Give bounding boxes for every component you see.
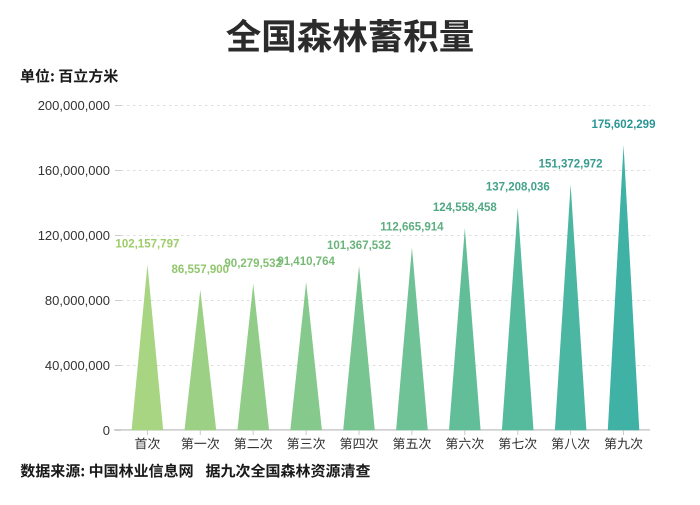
svg-text:0: 0 xyxy=(103,423,110,438)
svg-text:124,558,458: 124,558,458 xyxy=(433,202,498,214)
svg-text:40,000,000: 40,000,000 xyxy=(45,358,110,373)
svg-text:200,000,000: 200,000,000 xyxy=(38,98,110,113)
svg-text:175,602,299: 175,602,299 xyxy=(592,119,656,131)
svg-text:160,000,000: 160,000,000 xyxy=(38,163,110,178)
svg-text:102,157,797: 102,157,797 xyxy=(115,239,179,251)
svg-text:101,367,532: 101,367,532 xyxy=(327,240,391,252)
svg-text:120,000,000: 120,000,000 xyxy=(38,228,110,243)
svg-text:137,208,036: 137,208,036 xyxy=(486,182,550,194)
svg-text:80,000,000: 80,000,000 xyxy=(45,293,110,308)
svg-text:90,279,532: 90,279,532 xyxy=(224,258,282,270)
svg-text:86,557,900: 86,557,900 xyxy=(172,264,230,276)
svg-text:151,372,972: 151,372,972 xyxy=(539,159,603,171)
svg-text:112,665,914: 112,665,914 xyxy=(380,221,444,233)
svg-text:91,410,764: 91,410,764 xyxy=(277,256,335,268)
